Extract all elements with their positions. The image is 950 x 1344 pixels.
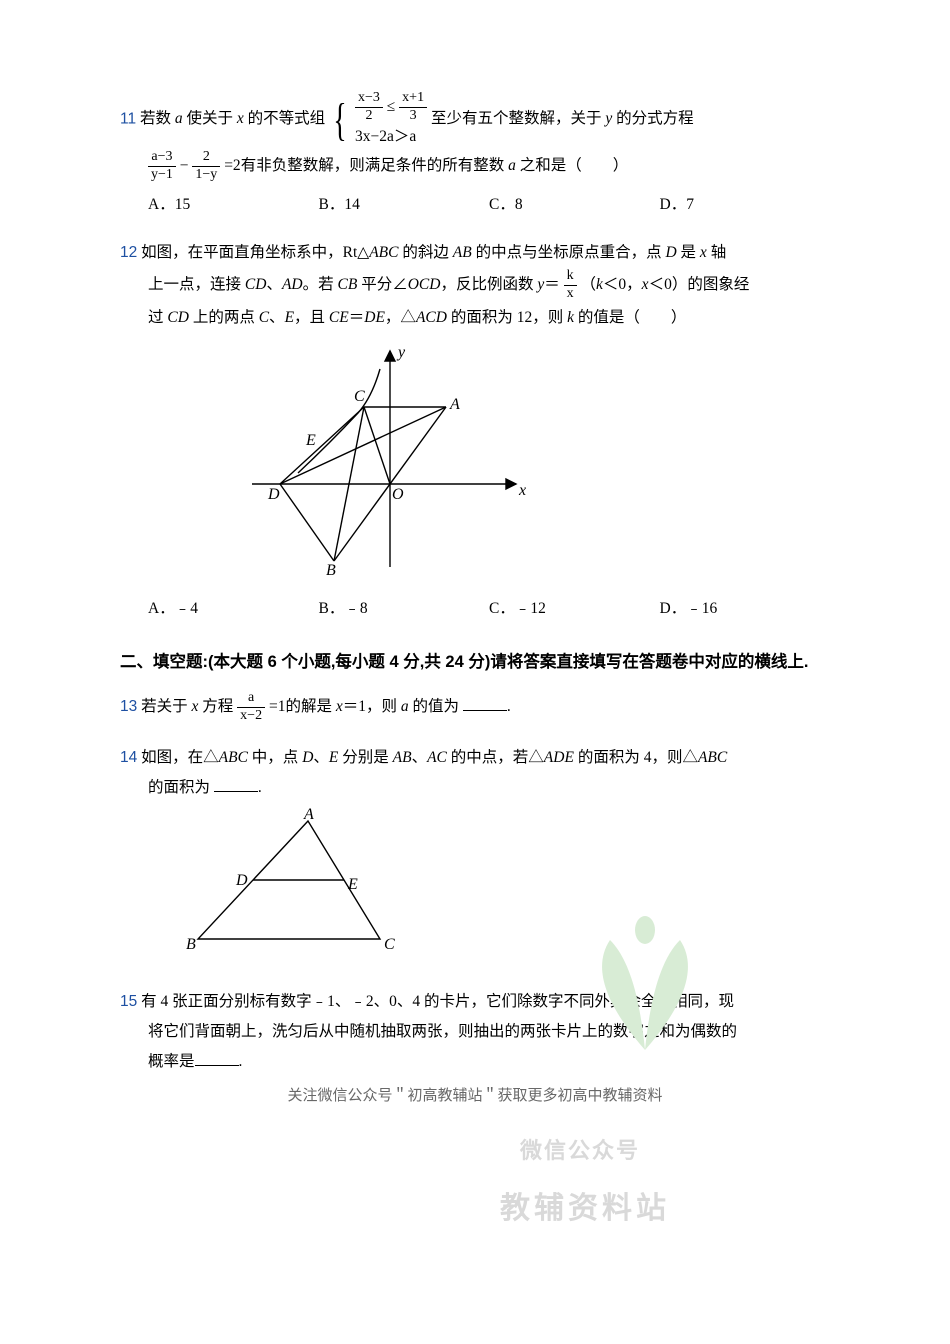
q15-blank[interactable] [195, 1052, 239, 1066]
question-15: 15 有 4 张正面分别标有数字﹣1、﹣2、0、4 的卡片，它们除数字不同外其余… [120, 987, 830, 1078]
q14-blank[interactable] [214, 778, 258, 792]
svg-text:E: E [347, 876, 358, 893]
section-2-heading: 二、填空题:(本大题 6 个小题,每小题 4 分,共 24 分)请将答案直接填写… [120, 643, 830, 683]
q12-options: A．﹣4 B．﹣8 C．﹣12 D．﹣16 [120, 594, 830, 624]
q12-opt-c[interactable]: C．﹣12 [489, 594, 660, 624]
q12-coordinate-diagram: y x O A B C D E [240, 339, 540, 577]
question-11: 11 若数 a 使关于 x 的不等式组 { x−32 ≤ x+13 3x−2a＞… [120, 90, 830, 220]
svg-text:D: D [235, 872, 248, 889]
q12-line2: 上一点，连接 CD、AD。若 CB 平分∠OCD，反比例函数 y＝ kx （k＜… [120, 268, 830, 303]
q12-number: 12 [120, 244, 137, 261]
question-13: 13 若关于 x 方程 ax−2 =1的解是 x＝1，则 a 的值为 . [120, 690, 830, 725]
svg-text:C: C [354, 388, 365, 405]
question-14: 14 如图，在△ABC 中，点 D、E 分别是 AB、AC 的中点，若△ADE … [120, 743, 830, 969]
svg-text:A: A [449, 396, 460, 413]
q11-text: 若数 a 使关于 x 的不等式组 { x−32 ≤ x+13 3x−2a＞a 至… [140, 110, 694, 127]
q11-opt-d[interactable]: D．7 [660, 190, 831, 220]
page-footer: 关注微信公众号＂初高教辅站＂获取更多初高中教辅资料 [0, 1082, 950, 1111]
question-12: 12 如图，在平面直角坐标系中，Rt△ABC 的斜边 AB 的中点与坐标原点重合… [120, 238, 830, 624]
q13-number: 13 [120, 698, 137, 715]
svg-text:y: y [396, 344, 406, 361]
q11-opt-a[interactable]: A．15 [148, 190, 319, 220]
svg-text:B: B [186, 936, 196, 953]
q12-opt-a[interactable]: A．﹣4 [148, 594, 319, 624]
q11-options: A．15 B．14 C．8 D．7 [120, 190, 830, 220]
q12-opt-d[interactable]: D．﹣16 [660, 594, 831, 624]
q11-number: 11 [120, 110, 136, 127]
svg-text:E: E [305, 432, 316, 449]
left-brace-icon: { [333, 99, 346, 140]
svg-text:O: O [392, 486, 404, 503]
watermark-site: 教辅资料站 [500, 1180, 670, 1239]
q15-number: 15 [120, 993, 137, 1010]
svg-text:x: x [518, 482, 526, 499]
svg-text:C: C [384, 936, 395, 953]
inequality-system: x−32 ≤ x+13 3x−2a＞a [355, 90, 427, 149]
q12-line1: 如图，在平面直角坐标系中，Rt△ABC 的斜边 AB 的中点与坐标原点重合，点 … [141, 244, 726, 261]
svg-text:A: A [303, 807, 314, 823]
q14-figure: A B C D E [120, 807, 830, 968]
q11-opt-b[interactable]: B．14 [319, 190, 490, 220]
q13-blank[interactable] [463, 697, 507, 711]
q11-opt-c[interactable]: C．8 [489, 190, 660, 220]
svg-text:B: B [326, 562, 336, 577]
q12-opt-b[interactable]: B．﹣8 [319, 594, 490, 624]
svg-text:D: D [267, 486, 280, 503]
q12-figure: y x O A B C D E [120, 339, 830, 588]
q11-line2: a−3y−1 − 21−y =2有非负整数解，则满足条件的所有整数 a 之和是（… [120, 149, 830, 184]
q12-line3: 过 CD 上的两点 C、E，且 CE＝DE，△ACD 的面积为 12，则 k 的… [120, 303, 830, 333]
q14-triangle-diagram: A B C D E [180, 807, 410, 957]
watermark-wechat: 微信公众号 [520, 1130, 640, 1173]
q14-number: 14 [120, 749, 137, 766]
